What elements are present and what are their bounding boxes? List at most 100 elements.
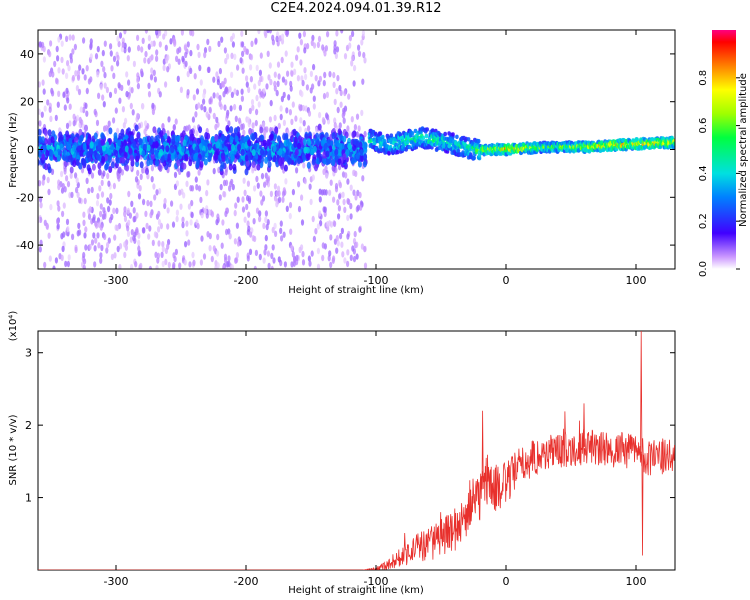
spectrogram-cell xyxy=(48,255,52,262)
spectrogram-cell xyxy=(157,226,161,233)
spectrogram-cell xyxy=(112,117,116,124)
spectrogram-cell xyxy=(228,233,232,240)
spectrogram-cell xyxy=(197,51,201,59)
spectrogram-cell xyxy=(184,241,188,248)
spectrogram-cell xyxy=(112,182,116,190)
spectrogram-cell xyxy=(251,122,255,129)
spectrogram-cell xyxy=(169,38,173,45)
spectrogram-cell xyxy=(355,241,359,248)
spectrogram-cell xyxy=(66,97,70,104)
spectrogram-cell xyxy=(116,245,120,253)
spectrogram-cell xyxy=(39,239,43,246)
spectrogram-cell xyxy=(262,257,266,264)
spectrogram-cell xyxy=(240,148,245,156)
spectrogram-cell xyxy=(134,176,139,183)
spectrogram-cell xyxy=(214,153,218,161)
spectrogram-cell xyxy=(269,99,273,107)
spectrogram-cell xyxy=(305,146,310,154)
spectrogram-cell xyxy=(269,190,273,198)
spectrogram-cell xyxy=(259,75,263,83)
spectrogram-cell xyxy=(672,141,675,146)
spectrogram-cell xyxy=(346,233,350,240)
spectrogram-cell xyxy=(47,129,52,137)
spectrogram-cell xyxy=(285,205,289,212)
spectrogram-cell xyxy=(189,148,193,156)
spectrogram-cell xyxy=(112,207,116,214)
spectrogram-cell xyxy=(68,103,72,110)
spectrogram-cell xyxy=(424,133,429,139)
spectrogram-cell xyxy=(109,50,113,57)
spectrogram-cell xyxy=(43,105,47,112)
spectrogram-cell xyxy=(333,220,337,227)
spectrogram-cell xyxy=(98,147,103,155)
spectrogram-cell xyxy=(301,79,305,87)
spectrogram-cell xyxy=(38,135,43,143)
spectrogram-cell xyxy=(266,139,271,146)
spectrogram-cell xyxy=(104,163,109,171)
spectrogram-cell xyxy=(276,135,281,143)
spectrogram-cell xyxy=(152,69,156,77)
spectrogram-cell xyxy=(66,60,70,67)
colorbar: 0.0 0.2 0.4 0.6 0.8 Normalized spectral ampl… xyxy=(698,30,749,277)
spectrogram-cell xyxy=(335,88,339,95)
spectrogram-cell xyxy=(227,120,231,127)
spectrogram-cell xyxy=(316,152,321,160)
spectrogram-cell xyxy=(130,229,134,236)
spectrogram-cell xyxy=(167,153,172,161)
spectrogram-cell xyxy=(236,240,241,247)
spectrogram-cell xyxy=(197,185,202,192)
spectrogram-cell xyxy=(100,179,104,187)
spectrogram-cell xyxy=(238,104,242,112)
spectrogram-cell xyxy=(358,191,362,199)
spectrogram-cell xyxy=(258,210,262,217)
spectrogram-cell xyxy=(314,228,318,235)
spectrogram-cell xyxy=(160,155,165,163)
spectrogram-cell xyxy=(78,64,82,71)
spectrogram-cell xyxy=(224,57,228,65)
spectrogram-cell xyxy=(302,162,306,169)
spectrogram-y-label: Frequency (Hz) xyxy=(8,112,19,188)
spectrogram-cell xyxy=(363,262,368,269)
spectrogram-cell xyxy=(56,154,61,162)
spectrogram-cell xyxy=(137,245,141,252)
spectrogram-cell xyxy=(317,35,322,43)
spectrogram-cell xyxy=(87,213,92,220)
spectrogram-cell xyxy=(281,196,285,203)
spectrogram-cell xyxy=(78,136,83,144)
spectrogram-cell xyxy=(57,90,61,98)
spectrogram-y-ticks: -40 -20 0 20 40 xyxy=(16,48,675,252)
spectrogram-cell xyxy=(84,226,88,233)
spectrogram-cell xyxy=(74,246,78,254)
spectrogram-cell xyxy=(245,159,250,167)
spectrogram-cell xyxy=(210,136,215,144)
spectrogram-cell xyxy=(72,120,76,127)
spectrogram-cell xyxy=(231,183,235,191)
spectrogram-cell xyxy=(321,117,325,124)
spectrogram-cell xyxy=(92,232,96,239)
spectrogram-cell xyxy=(239,57,243,64)
snr-y-tick-label: 2 xyxy=(25,419,32,432)
spectrogram-cell xyxy=(97,162,102,170)
spectrogram-cell xyxy=(342,198,346,206)
spectrogram-cell xyxy=(74,70,78,77)
snr-y-tick-label: 3 xyxy=(25,347,32,360)
spectrogram-cell xyxy=(339,232,343,240)
spectrogram-cell xyxy=(56,101,60,108)
spectrogram-cell xyxy=(143,128,147,135)
spectrogram-cell xyxy=(189,133,194,141)
colorbar-label: Normalized spectral amplitude xyxy=(738,73,749,227)
spectrogram-cell xyxy=(107,120,111,127)
spectrogram-cell xyxy=(245,81,249,88)
spectrogram-cell xyxy=(151,102,155,110)
spectrogram-cell xyxy=(363,153,368,161)
spectrogram-cell xyxy=(107,237,111,244)
spectrogram-cell xyxy=(125,90,129,98)
spectrogram-cell xyxy=(222,264,226,269)
spectrogram-cell xyxy=(146,159,151,167)
spectrogram-cell xyxy=(153,231,157,238)
snr-x-ticks: -300 -200 -100 0 100 xyxy=(104,331,647,588)
spectrogram-cell xyxy=(109,43,113,50)
spectrogram-cell xyxy=(331,132,336,140)
spectrogram-cell xyxy=(65,218,70,226)
spectrogram-cell xyxy=(118,263,122,269)
